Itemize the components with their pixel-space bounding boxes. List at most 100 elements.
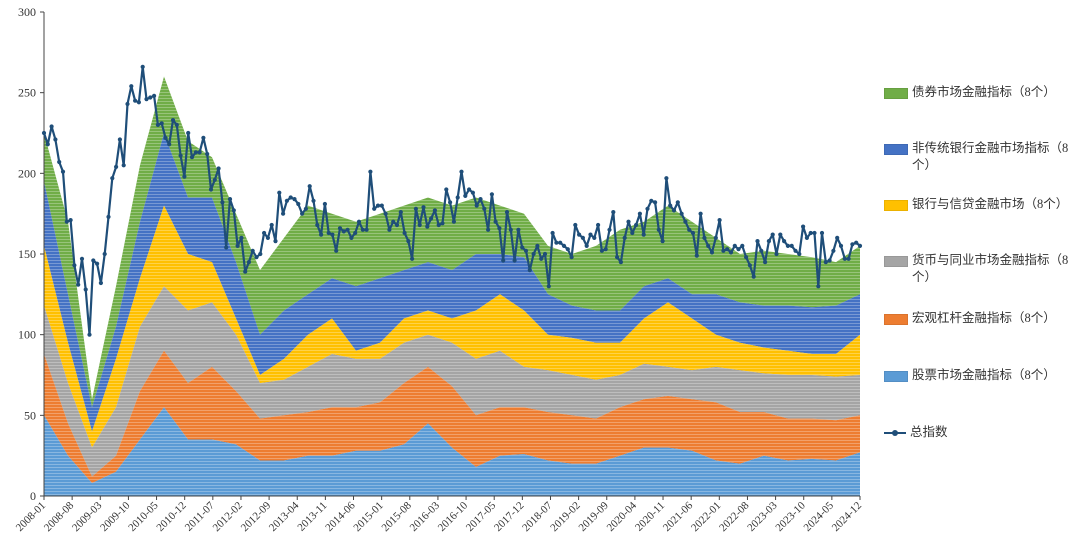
total-index-point [690, 230, 696, 236]
total-index-point [854, 240, 859, 245]
total-index-point [463, 193, 468, 198]
x-tick-label: 2008-01 [14, 500, 48, 534]
total-index-point [159, 121, 164, 126]
total-index-point [664, 176, 669, 181]
total-index-point [702, 235, 707, 240]
total-index-point [413, 206, 418, 211]
total-index-point [254, 255, 259, 260]
areas-layer [44, 76, 860, 496]
area-5-texture [44, 133, 860, 432]
total-index-point [444, 187, 449, 192]
total-index-point [432, 208, 437, 213]
total-index-point [478, 197, 483, 202]
legend-item-2: 宏观杠杆金融指标（8个） [884, 310, 1080, 327]
total-index-point [569, 255, 574, 260]
legend-swatch [884, 314, 908, 325]
total-index-point [189, 155, 195, 160]
total-index-point [679, 211, 684, 216]
total-index-point [41, 130, 47, 136]
total-index-point [440, 221, 445, 226]
total-index-point [630, 230, 635, 236]
total-index-point [580, 235, 586, 240]
total-index-point [725, 247, 730, 252]
total-index-point [387, 227, 392, 232]
total-index-point [793, 248, 798, 253]
total-index-point [523, 248, 529, 253]
total-index-point [133, 98, 138, 103]
total-index-point [626, 219, 631, 224]
legend-label: 非传统银行金融市场指标（8个） [912, 141, 1069, 172]
total-index-point [766, 239, 772, 244]
total-index-point [501, 258, 506, 263]
total-index-point [717, 218, 722, 223]
total-index-point [208, 187, 214, 192]
total-index-point [174, 122, 179, 127]
total-index-point [512, 258, 517, 263]
total-index-point [60, 169, 66, 174]
area-3-texture [44, 286, 860, 477]
total-index-point [812, 230, 817, 236]
y-tick-label: 300 [18, 5, 36, 19]
total-index-point [129, 84, 134, 89]
total-index-point [546, 284, 551, 289]
total-index-point [649, 198, 654, 203]
legend-item-4: 银行与信贷金融市场（8个） [884, 196, 1080, 213]
total-index-point [334, 248, 339, 253]
x-tick-label: 2022-08 [717, 499, 752, 534]
total-index-point [842, 256, 847, 261]
total-index-point [607, 227, 612, 232]
total-index-point [436, 222, 441, 228]
legend-item-5: 非传统银行金融市场指标（8个） [884, 140, 1080, 174]
total-index-point [565, 247, 570, 252]
total-index-point [721, 248, 726, 253]
total-index-point [394, 222, 400, 228]
legend-label: 货币与同业市场金融指标（8个） [912, 253, 1069, 284]
total-index-point [467, 187, 472, 192]
x-tick-label: 2017-05 [464, 499, 499, 534]
x-tick-label: 2023-10 [773, 499, 808, 534]
total-index-point [698, 211, 703, 216]
x-tick-label: 2022-01 [689, 500, 723, 534]
total-index-point [152, 93, 157, 98]
x-tick-label: 2020-11 [633, 500, 667, 534]
total-index-point [353, 230, 358, 236]
x-tick-label: 2024-05 [802, 499, 837, 534]
total-index-point [747, 263, 753, 268]
total-index-point [804, 235, 810, 240]
total-index-point [360, 227, 365, 232]
legend-swatch [884, 371, 908, 382]
total-index-point [68, 218, 73, 223]
total-index-point [740, 243, 745, 248]
total-index-point [57, 159, 62, 165]
total-index-point [497, 226, 502, 231]
total-index-point [319, 232, 324, 237]
total-index-point [102, 251, 107, 257]
total-index-point [406, 239, 411, 244]
total-index-point [284, 198, 289, 203]
total-index-point [227, 197, 233, 202]
total-index-point [205, 151, 210, 157]
total-index-point [330, 232, 335, 237]
x-tick-label: 2016-10 [436, 499, 471, 534]
total-index-point [599, 248, 605, 253]
x-tick-label: 2016-03 [408, 499, 443, 534]
total-index-point [421, 205, 426, 210]
total-index-point [398, 210, 403, 215]
total-index-point [744, 255, 749, 260]
total-index-point [683, 219, 688, 224]
total-index-point [615, 255, 620, 260]
total-index-point [653, 200, 658, 205]
total-index-point [782, 239, 787, 244]
total-index-point [269, 222, 274, 228]
total-index-point [577, 232, 582, 237]
x-tick-label: 2012-09 [239, 499, 274, 534]
total-index-point [425, 224, 430, 229]
total-index-point [550, 230, 555, 236]
legend-swatch [884, 256, 908, 267]
total-index-point [759, 248, 764, 253]
total-index-point [83, 287, 88, 292]
total-index-point [277, 190, 282, 195]
total-index-point [474, 203, 479, 208]
total-index-point [596, 222, 601, 228]
total-index-point [224, 245, 229, 250]
